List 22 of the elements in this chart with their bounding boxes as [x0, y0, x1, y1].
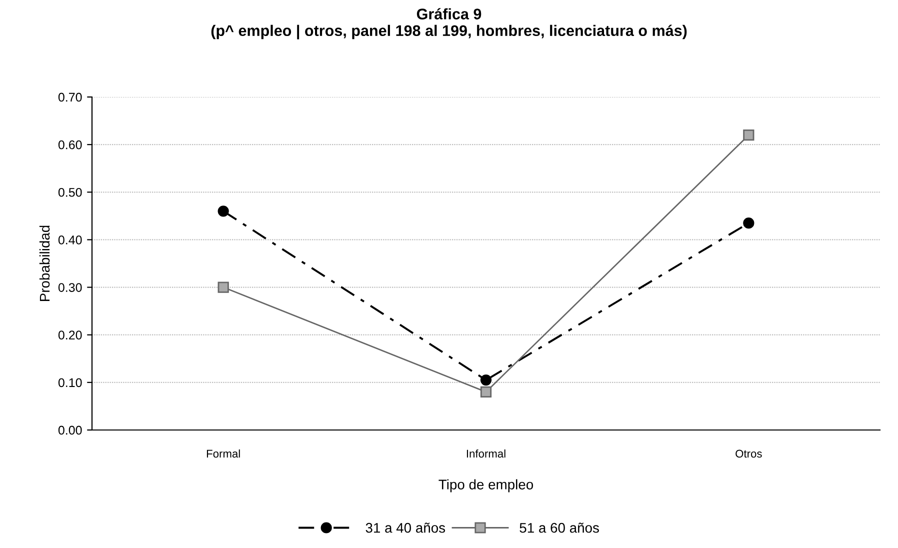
y-tick-label: 0.50 [58, 188, 82, 197]
x-axis-title: Tipo de empleo [438, 479, 534, 492]
point [218, 282, 229, 293]
y-axis-title: Probabilidad [39, 226, 50, 301]
y-tick-label: 0.10 [58, 378, 82, 388]
y-tick-label: 0.60 [58, 140, 82, 150]
legend-label: 31 a 40 años [366, 522, 446, 533]
x-tick-label: Informal [466, 449, 506, 458]
point [480, 374, 492, 386]
y-tick-label: 0.30 [58, 283, 82, 292]
legend-label: 51 a 60 años [520, 522, 599, 533]
point [218, 206, 229, 217]
chart-title: Gráfica 9 (p^ empleo | otros, panel 198 al 199, hombres, licenciatura o más) [211, 8, 687, 40]
y-tick-label: 0.20 [58, 330, 82, 340]
y-tick-label: 0.40 [58, 236, 82, 244]
point [480, 386, 492, 398]
y-tick-label: 0.00 [58, 426, 82, 435]
point [743, 130, 754, 141]
x-tick-label: Formal [206, 449, 240, 458]
point [743, 218, 754, 229]
y-tick-label: 0.70 [58, 92, 82, 102]
x-tick-label: Otros [736, 450, 762, 458]
